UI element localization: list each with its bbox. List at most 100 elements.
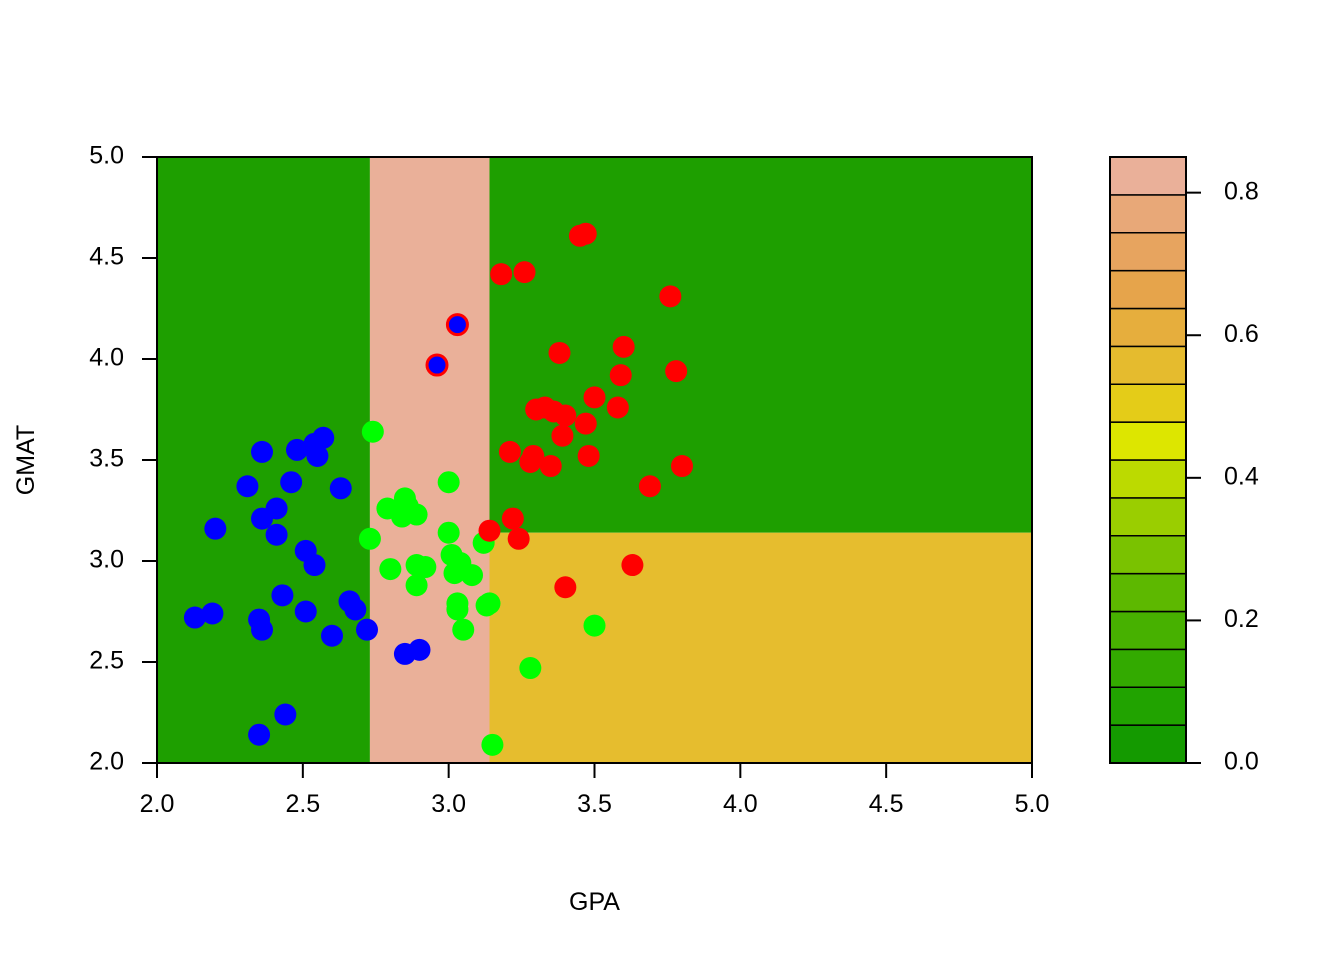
data-point — [251, 440, 273, 463]
colorbar-swatch — [1109, 724, 1187, 764]
data-point — [280, 471, 303, 494]
data-point — [251, 618, 273, 641]
data-points — [183, 222, 693, 756]
x-tick-label: 3.5 — [577, 790, 612, 818]
data-point — [554, 576, 577, 599]
colorbar-frame — [1109, 156, 1187, 764]
colorbar-swatch — [1109, 194, 1187, 234]
y-tick-label: 5.0 — [89, 142, 124, 170]
data-point — [507, 527, 530, 550]
x-tick-label: 4.5 — [869, 790, 904, 818]
colorbar-swatch — [1109, 421, 1187, 461]
colorbar-swatch — [1109, 459, 1187, 499]
data-point — [513, 261, 536, 284]
colorbar-swatch — [1109, 497, 1187, 537]
data-point — [445, 313, 469, 337]
data-point — [612, 335, 635, 358]
data-point — [665, 360, 688, 383]
region-1 — [369, 157, 490, 763]
data-point — [274, 703, 297, 726]
data-point — [583, 614, 606, 637]
data-point — [358, 527, 381, 550]
colorbar-swatch — [1109, 686, 1187, 726]
data-point — [405, 503, 428, 526]
data-point — [574, 412, 597, 435]
region-3 — [489, 532, 1032, 763]
data-point — [478, 592, 501, 615]
data-point — [522, 444, 545, 467]
data-point — [452, 618, 475, 641]
y-axis-title: GMAT — [12, 425, 40, 495]
x-tick-label: 3.0 — [431, 790, 466, 818]
y-tick-label: 4.5 — [89, 243, 124, 271]
data-point — [236, 475, 259, 498]
data-point — [303, 554, 326, 577]
data-point — [265, 497, 288, 520]
data-point — [321, 624, 343, 647]
colorbar-legend: 0.0 0.2 0.4 0.6 0.8 — [1109, 156, 1259, 776]
y-axis: 2.0 2.5 3.0 3.5 4.0 4.5 5.0 — [89, 142, 158, 776]
x-tick-label: 4.0 — [723, 790, 758, 818]
data-point — [478, 519, 501, 542]
data-point — [609, 364, 632, 387]
data-point — [671, 455, 693, 478]
data-point — [583, 386, 606, 409]
colorbar-swatch — [1109, 648, 1187, 688]
colorbar-tick-label: 0.0 — [1224, 748, 1259, 776]
data-point — [425, 353, 449, 377]
data-point — [461, 564, 483, 587]
data-point — [498, 440, 521, 463]
colorbar-swatch — [1109, 156, 1187, 196]
data-point — [481, 733, 504, 756]
data-point — [201, 602, 224, 625]
colorbar-tick-label: 0.6 — [1224, 320, 1259, 348]
data-point — [414, 556, 437, 579]
data-point — [548, 341, 571, 364]
data-point — [271, 584, 294, 607]
data-point — [606, 396, 629, 419]
y-tick-label: 3.0 — [89, 546, 124, 574]
data-point — [501, 507, 524, 530]
data-point — [437, 471, 460, 494]
colorbar-tick-label: 0.4 — [1224, 462, 1259, 490]
x-tick-label: 5.0 — [1015, 790, 1050, 818]
x-axis-title: GPA — [569, 888, 620, 916]
data-point — [659, 285, 682, 308]
y-tick-label: 3.5 — [89, 445, 124, 473]
data-point — [204, 517, 227, 540]
colorbar-swatch — [1109, 307, 1187, 348]
colorbar-swatch — [1109, 610, 1187, 651]
data-point — [265, 523, 288, 546]
decision-regions — [157, 157, 1032, 763]
data-point — [329, 477, 352, 500]
data-point — [405, 574, 428, 597]
data-point — [379, 558, 402, 581]
data-point — [539, 455, 562, 478]
data-point — [294, 600, 317, 623]
data-point — [638, 475, 661, 498]
data-point — [554, 404, 577, 427]
x-axis: 2.0 2.5 3.0 3.5 4.0 4.5 5.0 — [140, 762, 1050, 818]
y-tick-label: 2.5 — [89, 647, 124, 675]
data-point — [551, 424, 574, 447]
data-point — [490, 263, 513, 286]
data-point — [437, 521, 460, 544]
colorbar-swatch — [1109, 232, 1187, 272]
data-point — [356, 618, 378, 641]
data-point — [312, 426, 335, 449]
x-tick-label: 2.0 — [140, 790, 175, 818]
x-tick-label: 2.5 — [285, 790, 320, 818]
data-point — [306, 444, 329, 467]
colorbar-swatch — [1109, 535, 1187, 575]
region-2 — [489, 157, 1032, 533]
data-point — [286, 438, 308, 461]
data-point — [577, 444, 600, 467]
colorbar-swatch — [1109, 269, 1187, 310]
colorbar-tick-label: 0.2 — [1224, 605, 1259, 633]
colorbar-tick-label: 0.8 — [1224, 177, 1259, 205]
colorbar-swatch — [1109, 572, 1187, 613]
y-tick-label: 4.0 — [89, 344, 124, 372]
data-point — [248, 723, 271, 746]
data-point — [361, 420, 384, 443]
